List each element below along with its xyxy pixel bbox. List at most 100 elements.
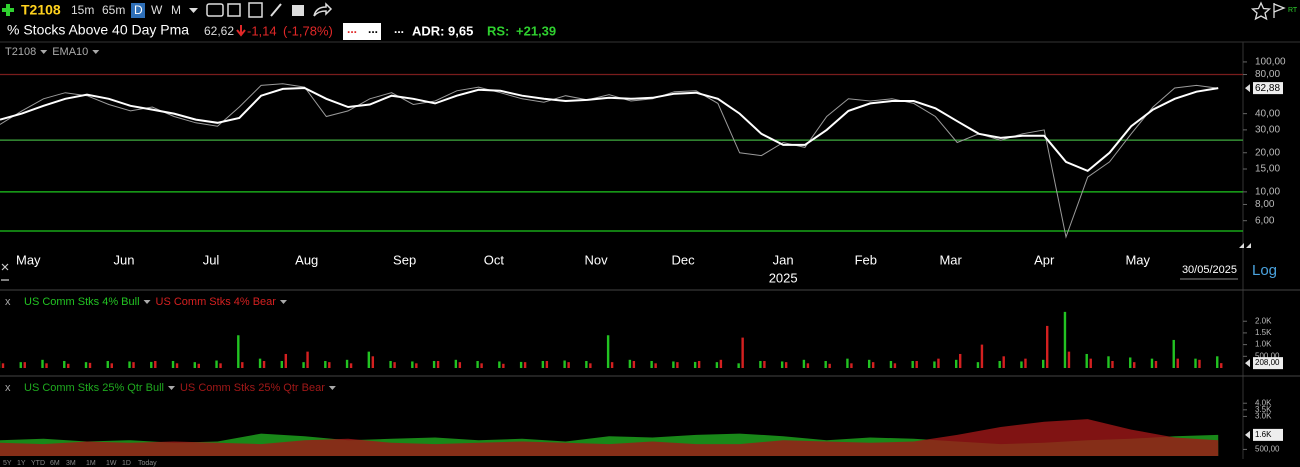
- bar: [1176, 358, 1179, 368]
- y-tick-label: 8,00: [1255, 199, 1275, 210]
- legend-entry[interactable]: T2108: [5, 46, 36, 58]
- area-series: [0, 419, 1219, 456]
- close-panel[interactable]: x: [5, 296, 11, 308]
- alert-box[interactable]: [343, 23, 381, 40]
- bar: [280, 360, 284, 368]
- bar: [237, 335, 240, 368]
- legend-dropdown[interactable]: [40, 50, 48, 54]
- tool-icon[interactable]: [227, 3, 241, 17]
- range-button[interactable]: 1M: [86, 460, 96, 467]
- interval[interactable]: 15m: [71, 3, 94, 17]
- last-price: 62,62: [204, 24, 234, 38]
- log-toggle[interactable]: Log: [1252, 262, 1277, 279]
- bar: [458, 362, 462, 368]
- close-panel[interactable]: x: [5, 382, 11, 394]
- bar: [759, 360, 762, 368]
- legend-entry[interactable]: EMA10: [52, 46, 88, 58]
- y-tick-label: 500.00: [1255, 351, 1280, 360]
- x-tick-label: Aug: [295, 252, 318, 267]
- bar: [258, 358, 262, 368]
- range-button[interactable]: 1Y: [17, 460, 26, 467]
- bar: [715, 362, 719, 368]
- legend-dropdown[interactable]: [328, 386, 336, 390]
- range-button[interactable]: 3M: [66, 460, 76, 467]
- menu-dots[interactable]: ...: [368, 22, 378, 36]
- bar: [19, 362, 22, 368]
- last-value-pointer: [1245, 359, 1250, 368]
- bar: [741, 337, 744, 368]
- bar: [367, 351, 371, 368]
- bar: [628, 359, 632, 368]
- bar: [654, 363, 657, 368]
- range-button[interactable]: Today: [138, 460, 157, 467]
- bar: [1089, 358, 1092, 368]
- legend-dropdown[interactable]: [279, 300, 287, 304]
- bar: [1129, 357, 1132, 368]
- legend-entry[interactable]: US Comm Stks 25% Qtr Bear: [180, 382, 325, 394]
- range-button[interactable]: 6M: [50, 460, 60, 467]
- bar: [436, 360, 440, 368]
- date-label: 30/05/2025: [1182, 264, 1237, 276]
- last-value-pointer: [1245, 84, 1250, 93]
- star-icon[interactable]: [1250, 1, 1272, 21]
- axis-icon[interactable]: [1, 263, 9, 281]
- bar: [980, 344, 984, 368]
- tool-icon[interactable]: [292, 5, 304, 16]
- tool-icon[interactable]: [270, 3, 282, 17]
- legend-dropdown[interactable]: [167, 386, 175, 390]
- interval[interactable]: D: [134, 3, 143, 17]
- range-button[interactable]: YTD: [31, 460, 45, 467]
- bar: [88, 362, 92, 368]
- change: -1,14: [247, 23, 277, 38]
- tool-icon[interactable]: [248, 2, 263, 18]
- bar: [1172, 339, 1175, 368]
- rt-label: RT: [1288, 7, 1298, 14]
- bar: [1220, 363, 1223, 368]
- symbol[interactable]: T2108: [21, 2, 61, 18]
- legend-dropdown[interactable]: [92, 50, 100, 54]
- dropdown-icon[interactable]: [189, 8, 198, 13]
- add-icon[interactable]: [2, 4, 14, 16]
- change-percent: (-1,78%): [283, 23, 333, 38]
- bar: [302, 362, 305, 368]
- bar: [915, 360, 918, 368]
- bar: [1107, 356, 1110, 368]
- bar: [197, 363, 200, 368]
- menu-dots[interactable]: ...: [394, 22, 404, 36]
- range-button[interactable]: 1W: [106, 460, 117, 467]
- bar: [958, 353, 962, 368]
- legend-entry[interactable]: US Comm Stks 4% Bull: [24, 296, 140, 308]
- range-button[interactable]: 5Y: [3, 460, 12, 467]
- share-icon[interactable]: [313, 2, 333, 17]
- flag-icon[interactable]: [1273, 3, 1286, 18]
- bar: [719, 359, 723, 368]
- bar: [324, 360, 327, 368]
- instrument-name: % Stocks Above 40 Day Pma: [7, 22, 189, 38]
- rs-value: +21,39: [516, 23, 556, 38]
- bar: [610, 362, 614, 368]
- interval[interactable]: 65m: [102, 3, 125, 17]
- legend-entry[interactable]: US Comm Stks 25% Qtr Bull: [24, 382, 164, 394]
- bar: [284, 353, 288, 368]
- y-tick-label: 1.0K: [1255, 340, 1272, 349]
- bar: [415, 363, 418, 368]
- x-tick-label: Dec: [672, 252, 696, 267]
- bar: [476, 360, 479, 368]
- legend-entry[interactable]: US Comm Stks 4% Bear: [156, 296, 277, 308]
- bar: [850, 363, 853, 368]
- interval[interactable]: W: [151, 3, 163, 17]
- bar: [828, 363, 831, 368]
- bar: [175, 363, 179, 368]
- range-button[interactable]: 1D: [122, 460, 131, 467]
- scroll-icon[interactable]: [1239, 243, 1251, 248]
- bar: [349, 363, 353, 368]
- x-tick-label: Oct: [484, 252, 505, 267]
- bar: [1042, 359, 1045, 368]
- tool-icon[interactable]: [206, 3, 224, 17]
- interval[interactable]: M: [171, 3, 181, 17]
- bar: [911, 360, 914, 368]
- bar: [1063, 311, 1067, 368]
- legend-dropdown[interactable]: [143, 300, 151, 304]
- adr-label: ADR:: [412, 23, 445, 38]
- alert-dots[interactable]: ...: [347, 22, 357, 36]
